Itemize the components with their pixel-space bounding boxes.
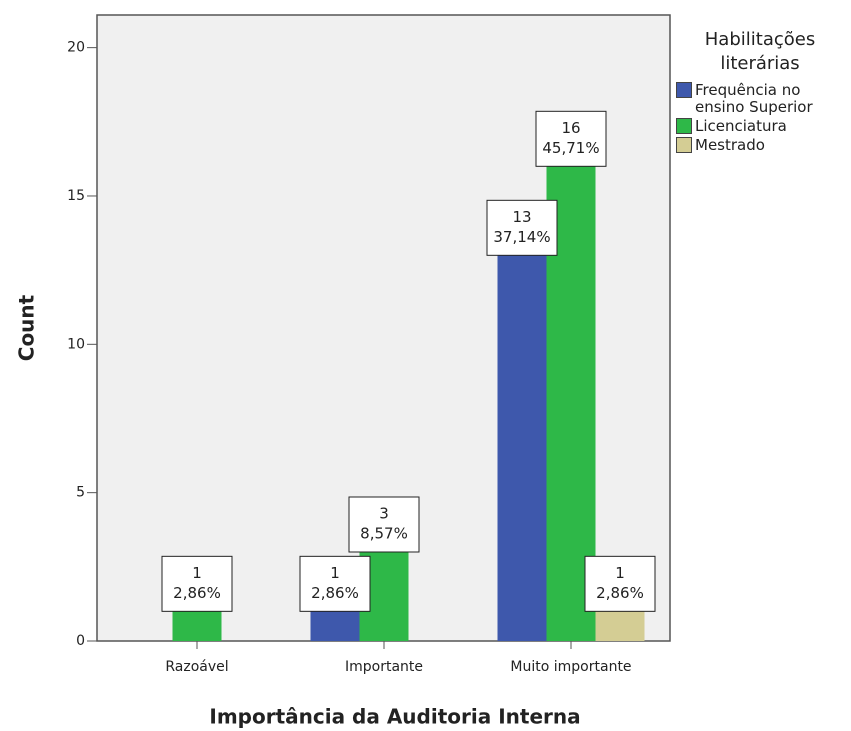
value-label-box xyxy=(348,496,420,553)
bar xyxy=(497,255,547,641)
legend-label: Licenciatura xyxy=(695,117,787,135)
bar xyxy=(310,611,360,641)
value-label-percent: 2,86% xyxy=(173,584,221,602)
value-label-count: 1 xyxy=(615,564,625,582)
y-tick-label: 20 xyxy=(67,40,85,56)
value-label-count: 16 xyxy=(561,119,580,137)
legend-label: Frequência no ensino Superior xyxy=(695,81,813,116)
value-label: 1 2,86% xyxy=(299,555,371,612)
value-label: 3 8,57% xyxy=(348,496,420,553)
y-tick-label: 10 xyxy=(67,336,85,352)
value-label-count: 13 xyxy=(512,208,531,226)
value-label-percent: 2,86% xyxy=(596,584,644,602)
value-label: 16 45,71% xyxy=(535,110,607,167)
legend-title: Habilitações literárias xyxy=(704,29,816,74)
x-tick-label: Muito importante xyxy=(510,659,631,675)
legend: Habilitações literárias Frequência no en… xyxy=(676,28,848,156)
y-tick-label: 15 xyxy=(67,188,85,204)
x-tick-label: Importante xyxy=(345,659,423,675)
value-label-count: 3 xyxy=(379,504,389,522)
value-label-percent: 2,86% xyxy=(311,584,359,602)
legend-entry: Frequência no ensino Superior xyxy=(676,82,848,116)
x-tick-label: Razoável xyxy=(165,659,228,675)
x-axis-label: Importância da Auditoria Interna xyxy=(209,705,580,729)
bar xyxy=(172,611,222,641)
value-label-box xyxy=(584,555,656,612)
legend-swatch xyxy=(676,137,692,153)
value-label-percent: 8,57% xyxy=(360,524,408,542)
value-label-box xyxy=(535,110,607,167)
bar xyxy=(595,611,645,641)
value-label-percent: 45,71% xyxy=(542,139,599,157)
value-label-count: 1 xyxy=(192,564,202,582)
y-tick-label: 0 xyxy=(76,633,85,649)
value-label-box xyxy=(486,199,558,256)
y-tick-label: 5 xyxy=(76,485,85,501)
value-label-box xyxy=(299,555,371,612)
legend-entry: Mestrado xyxy=(676,137,848,154)
value-label-count: 1 xyxy=(330,564,340,582)
legend-swatch xyxy=(676,118,692,134)
value-label-box xyxy=(161,555,233,612)
value-label: 1 2,86% xyxy=(584,555,656,612)
legend-label: Mestrado xyxy=(695,136,765,154)
legend-swatch xyxy=(676,82,692,98)
legend-entry: Licenciatura xyxy=(676,118,848,135)
value-label: 13 37,14% xyxy=(486,199,558,256)
value-label-percent: 37,14% xyxy=(493,228,550,246)
value-label: 1 2,86% xyxy=(161,555,233,612)
y-axis-label: Count xyxy=(15,294,39,361)
